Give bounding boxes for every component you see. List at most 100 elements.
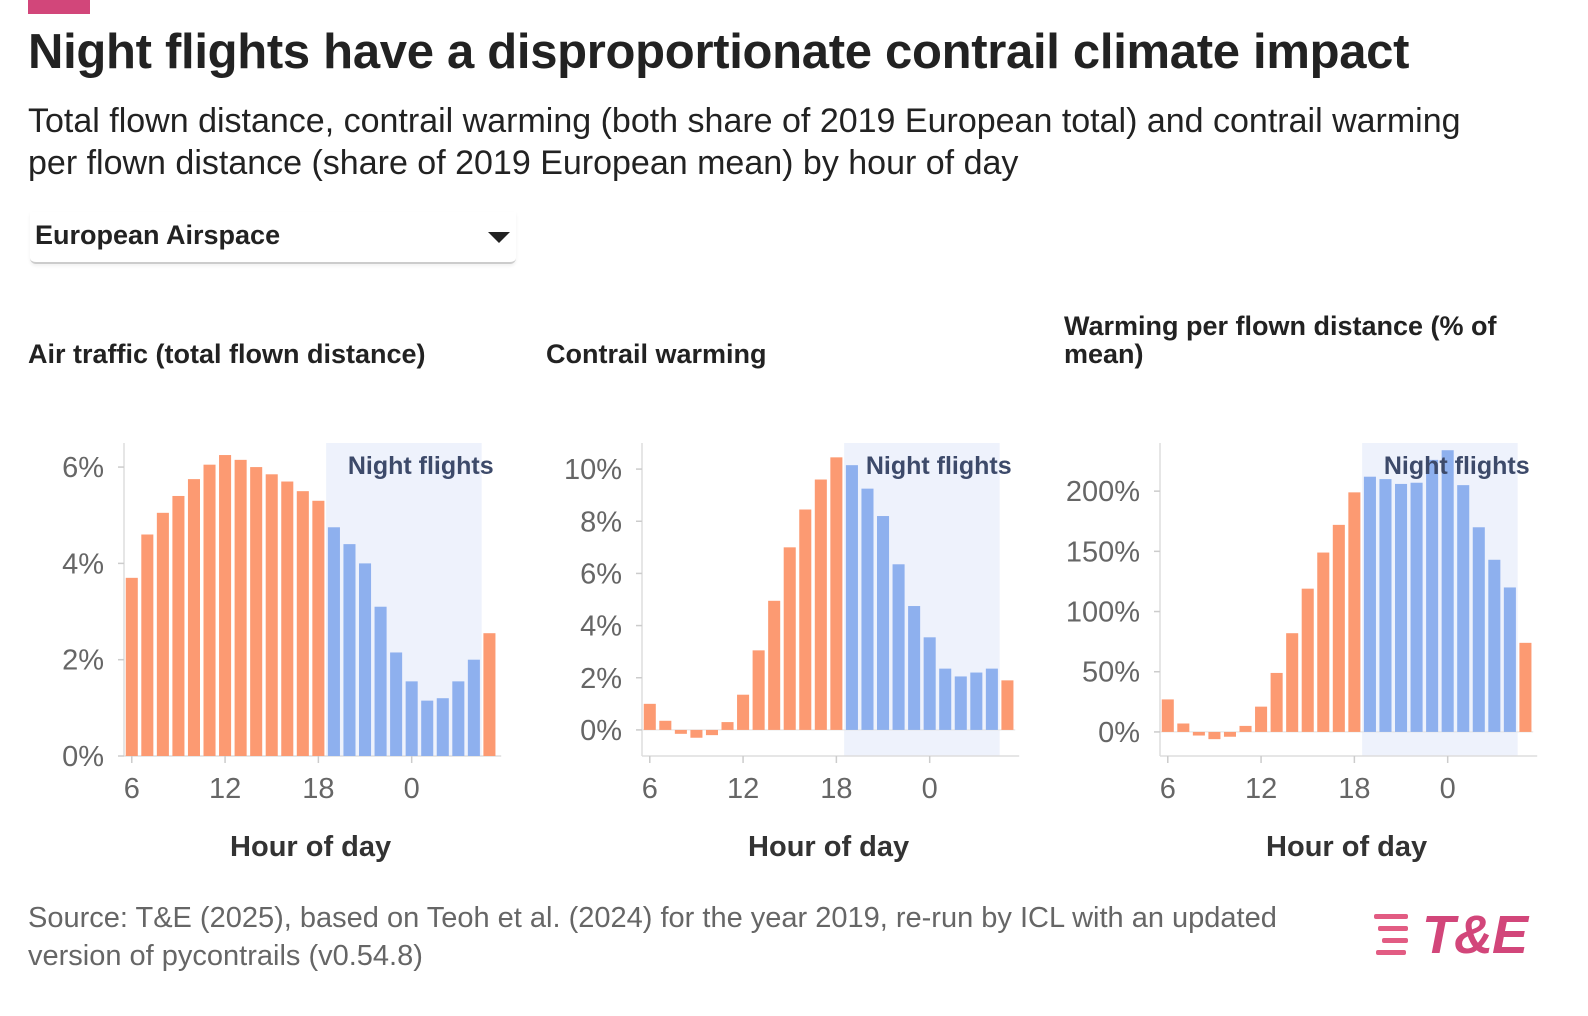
x-tick-label: 6 xyxy=(642,773,658,805)
bar-hour-11 xyxy=(203,464,216,756)
logo-stripe xyxy=(1382,938,1408,943)
bar-hour-4 xyxy=(1503,587,1516,732)
bar-hour-22 xyxy=(374,606,387,756)
x-tick-label: 18 xyxy=(820,773,852,805)
bar-hour-15 xyxy=(783,547,796,730)
bar-hour-12 xyxy=(737,694,750,730)
x-axis-title: Hour of day xyxy=(230,831,391,863)
bar-hour-6 xyxy=(1161,699,1174,732)
bar-hour-0 xyxy=(923,637,936,730)
bar-hour-10 xyxy=(705,729,718,736)
y-tick-label: 4% xyxy=(580,611,622,643)
bar-hour-3 xyxy=(1488,559,1501,732)
bar-hour-10 xyxy=(187,479,200,756)
bar-hour-20 xyxy=(343,544,356,756)
y-tick-label: 4% xyxy=(62,548,104,580)
bar-hour-12 xyxy=(219,455,232,756)
bar-hour-2 xyxy=(436,698,449,756)
bar-hour-13 xyxy=(752,650,765,730)
bar-hour-21 xyxy=(359,563,372,756)
x-tick-label: 12 xyxy=(727,773,759,805)
brand-accent-bar xyxy=(28,0,90,14)
bar-hour-14 xyxy=(768,600,781,730)
x-tick-label: 0 xyxy=(404,773,420,805)
page-title: Night flights have a disproportionate co… xyxy=(28,25,1410,79)
chevron-down-icon[interactable] xyxy=(488,232,510,243)
bar-hour-17 xyxy=(814,479,827,730)
logo-stripe xyxy=(1378,926,1408,931)
bar-hour-4 xyxy=(467,659,480,756)
bar-hour-17 xyxy=(296,491,309,756)
bar-hour-19 xyxy=(327,527,340,756)
bar-hour-15 xyxy=(1301,588,1314,732)
bar-hour-5 xyxy=(1519,642,1532,732)
logo-text: T&E xyxy=(1422,905,1528,965)
x-tick-label: 18 xyxy=(302,773,334,805)
region-dropdown-value: European Airspace xyxy=(35,220,281,250)
bar-hour-11 xyxy=(721,722,734,730)
bar-hour-3 xyxy=(452,681,465,756)
chart-title-contrail-warming: Contrail warming xyxy=(546,339,767,369)
night-flights-label: Night flights xyxy=(348,452,494,480)
bar-hour-22 xyxy=(1410,482,1423,732)
y-tick-label: 200% xyxy=(1066,476,1140,508)
bar-hour-7 xyxy=(1177,723,1190,732)
bar-hour-10 xyxy=(1223,731,1236,737)
bar-hour-8 xyxy=(156,512,169,756)
bar-hour-18 xyxy=(312,500,325,756)
bar-hour-1 xyxy=(421,700,434,756)
bar-hour-5 xyxy=(1001,680,1014,730)
night-flights-label: Night flights xyxy=(866,452,1012,480)
bar-hour-1 xyxy=(939,668,952,730)
bar-hour-19 xyxy=(1363,476,1376,732)
bar-hour-22 xyxy=(892,564,905,730)
bar-hour-16 xyxy=(281,481,294,756)
y-tick-label: 100% xyxy=(1066,597,1140,629)
region-dropdown[interactable]: European Airspace xyxy=(30,212,516,264)
x-tick-label: 0 xyxy=(1440,773,1456,805)
bar-hour-9 xyxy=(690,729,703,738)
y-tick-label: 6% xyxy=(580,558,622,590)
bar-hour-13 xyxy=(234,459,247,756)
bar-hour-20 xyxy=(861,488,874,730)
bar-hour-8 xyxy=(674,729,687,734)
bar-hour-13 xyxy=(1270,672,1283,732)
bar-hour-14 xyxy=(1286,633,1299,732)
bar-hour-11 xyxy=(1239,725,1252,732)
bar-hour-20 xyxy=(1379,479,1392,732)
bar-hour-3 xyxy=(970,672,983,730)
bar-hour-0 xyxy=(405,681,418,756)
y-tick-label: 8% xyxy=(580,506,622,538)
bar-hour-18 xyxy=(830,457,843,730)
y-tick-label: 50% xyxy=(1082,657,1140,689)
y-tick-label: 10% xyxy=(564,454,622,486)
y-tick-label: 0% xyxy=(580,715,622,747)
x-axis-title: Hour of day xyxy=(748,831,909,863)
bar-hour-17 xyxy=(1332,524,1345,732)
chart-title-warming-per-distance: Warming per flown distance (% of mean) xyxy=(1064,311,1497,369)
bar-hour-19 xyxy=(845,465,858,730)
bar-hour-9 xyxy=(1208,731,1221,740)
bar-hour-23 xyxy=(1426,459,1439,732)
bar-hour-7 xyxy=(659,720,672,730)
bar-hour-9 xyxy=(172,495,185,756)
te-logo: T&E xyxy=(1372,905,1542,965)
y-tick-label: 0% xyxy=(62,741,104,773)
source-note: Source: T&E (2025), based on Teoh et al.… xyxy=(28,902,1277,972)
x-tick-label: 0 xyxy=(922,773,938,805)
x-tick-label: 6 xyxy=(124,773,140,805)
bar-hour-2 xyxy=(1472,527,1485,732)
logo-stripe xyxy=(1374,914,1408,919)
x-tick-label: 18 xyxy=(1338,773,1370,805)
x-axis-title: Hour of day xyxy=(1266,831,1427,863)
x-tick-label: 12 xyxy=(1245,773,1277,805)
bar-hour-1 xyxy=(1457,485,1470,732)
bar-hour-6 xyxy=(643,703,656,730)
bar-hour-2 xyxy=(954,676,967,730)
y-tick-label: 6% xyxy=(62,452,104,484)
bar-hour-23 xyxy=(390,652,403,756)
bar-hour-15 xyxy=(265,474,278,756)
y-tick-label: 150% xyxy=(1066,536,1140,568)
x-tick-label: 6 xyxy=(1160,773,1176,805)
